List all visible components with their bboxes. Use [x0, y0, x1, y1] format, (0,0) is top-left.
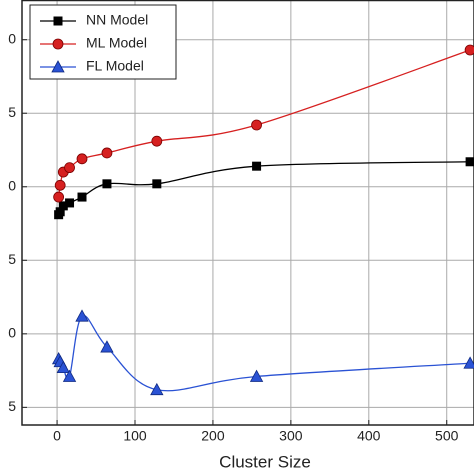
- series-line: [58, 161, 471, 216]
- marker: [75, 309, 89, 322]
- y-tick-label: 5: [8, 251, 16, 267]
- legend-label: ML Model: [86, 35, 147, 51]
- y-tick-label: 5: [8, 398, 16, 414]
- x-tick-label: 300: [279, 428, 303, 444]
- marker: [151, 135, 163, 147]
- marker: [62, 369, 77, 382]
- legend-label: NN Model: [86, 12, 148, 28]
- marker: [65, 198, 75, 208]
- x-tick-label: 500: [435, 428, 459, 444]
- marker: [251, 119, 262, 131]
- x-tick-label: 400: [357, 428, 381, 444]
- marker: [463, 356, 474, 369]
- marker: [102, 179, 112, 189]
- marker: [56, 360, 70, 374]
- marker: [64, 162, 75, 174]
- legend-label: FL Model: [86, 58, 144, 74]
- marker: [249, 369, 264, 382]
- x-tick-label: 200: [201, 428, 225, 444]
- y-tick-label: 0: [8, 30, 16, 46]
- x-axis-label: Cluster Size: [219, 452, 311, 471]
- marker: [150, 382, 164, 396]
- marker: [101, 147, 113, 159]
- series-line: [57, 49, 471, 198]
- marker: [53, 191, 65, 203]
- marker: [152, 179, 162, 189]
- x-tick-label: 100: [123, 428, 147, 444]
- marker: [465, 157, 474, 167]
- marker: [77, 192, 87, 202]
- y-tick-label: 0: [8, 177, 16, 193]
- marker: [464, 44, 474, 56]
- y-tick-label: 5: [8, 104, 16, 120]
- marker: [54, 179, 66, 191]
- marker: [252, 161, 262, 171]
- y-tick-label: 0: [8, 325, 16, 341]
- marker: [55, 207, 65, 217]
- marker: [53, 16, 63, 26]
- plot-frame: [21, 0, 474, 426]
- marker: [100, 340, 114, 353]
- series-line: [58, 314, 471, 392]
- marker: [58, 201, 68, 211]
- x-tick-label: 0: [53, 428, 61, 444]
- legend: NN Model ML Model FL Model: [29, 4, 177, 80]
- marker: [76, 153, 88, 165]
- marker: [51, 60, 65, 73]
- marker: [52, 38, 64, 50]
